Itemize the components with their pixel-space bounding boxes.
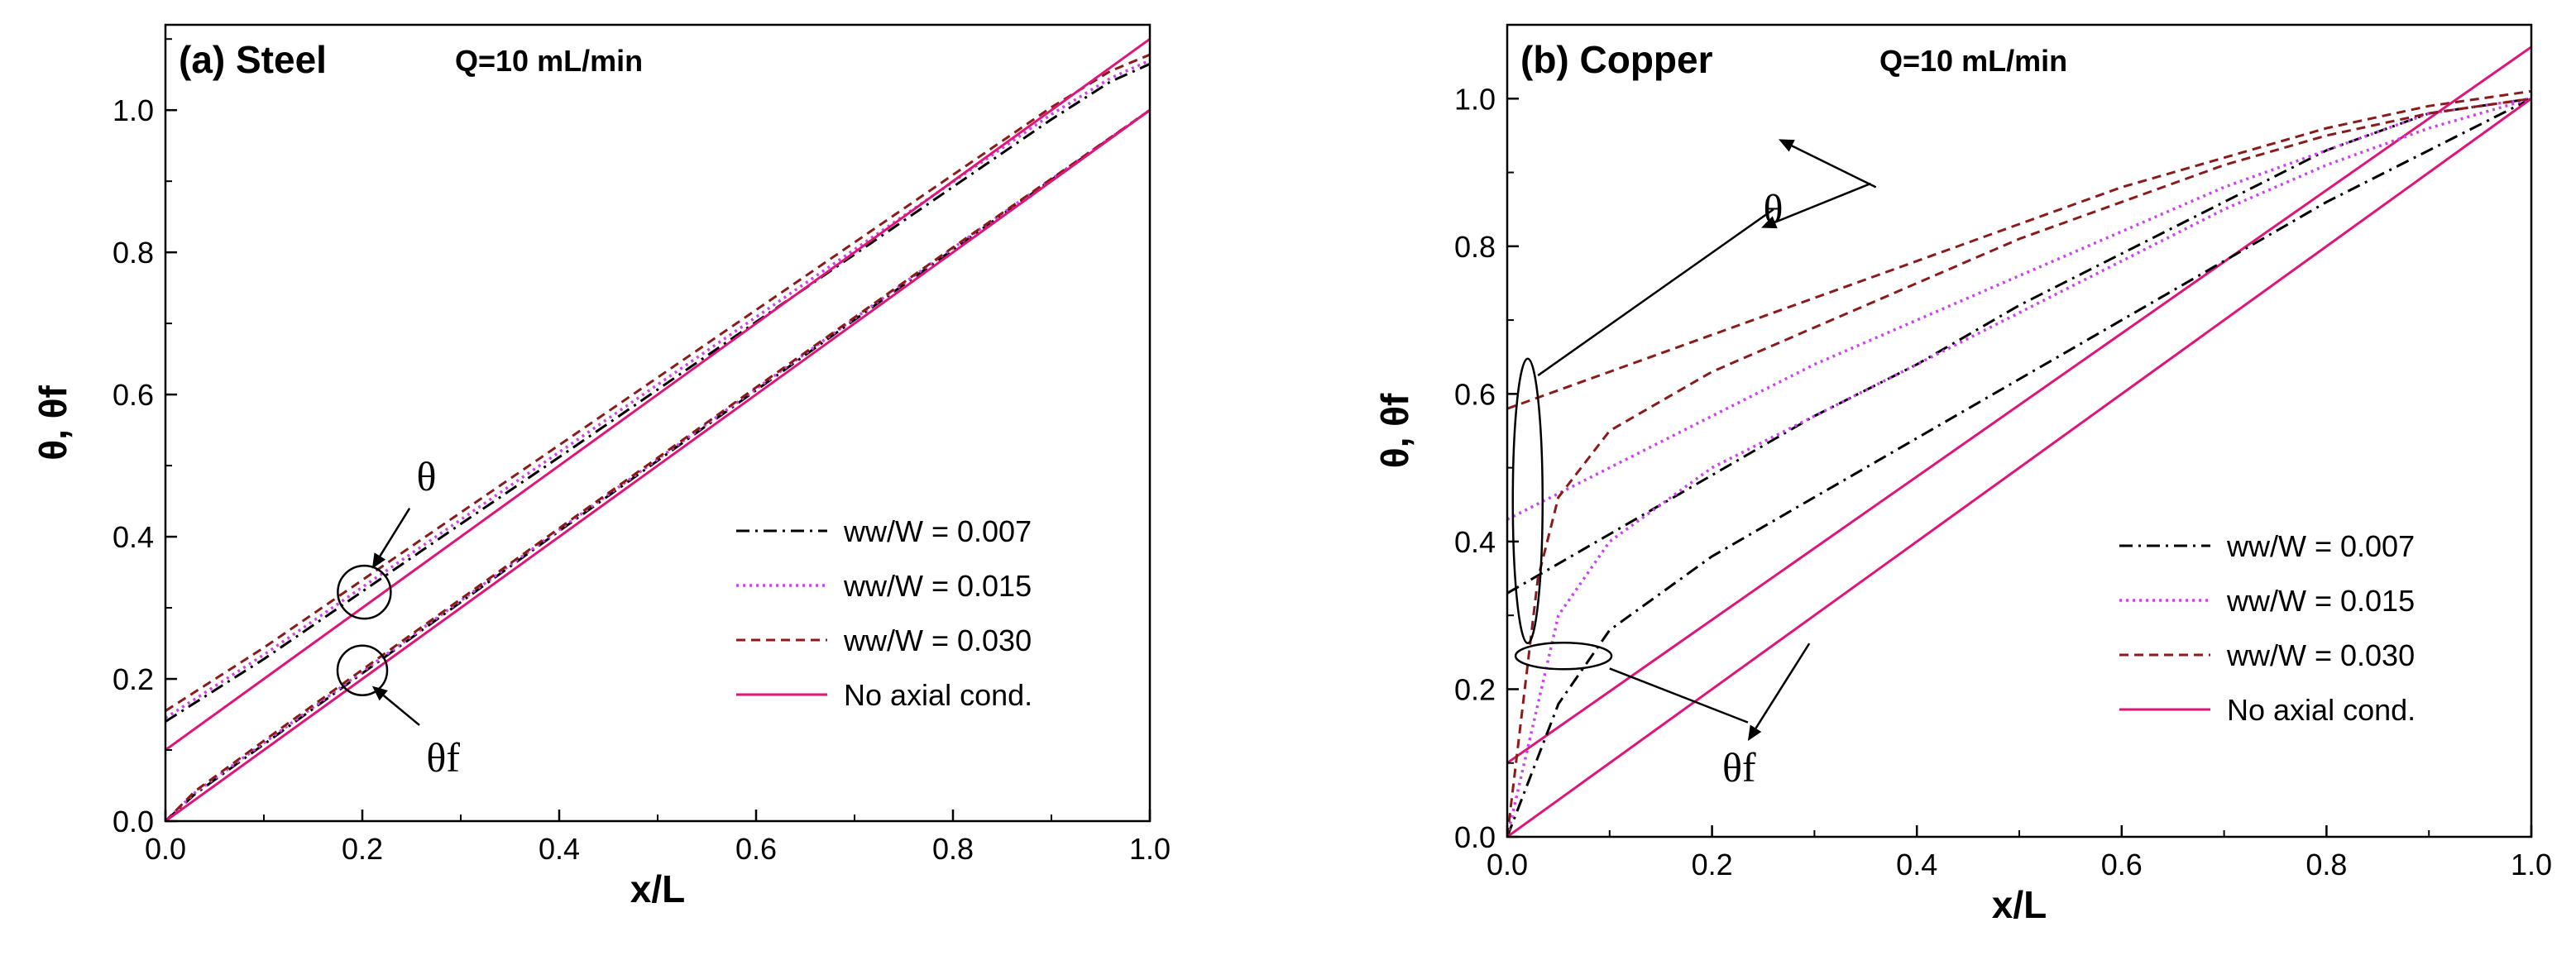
x-tick-label: 0.6 <box>735 832 777 866</box>
series-group <box>165 37 1150 821</box>
theta-f-label: θf <box>426 734 460 781</box>
theta-f-pointer-line <box>1609 667 1749 724</box>
theta-f-ellipse <box>1514 642 1613 671</box>
x-tick-label: 0.0 <box>1487 848 1528 881</box>
x-tick-label: 0.2 <box>1692 848 1733 881</box>
x-tick-label: 1.0 <box>1129 832 1171 866</box>
series-line-theta-noaxial <box>1507 45 2531 764</box>
y-tick-label: 0.0 <box>113 805 154 838</box>
series-group <box>1507 45 2531 837</box>
legend-label: ww/W = 0.007 <box>843 514 1032 548</box>
x-tick-label: 0.6 <box>2101 848 2143 881</box>
x-tick-label: 1.0 <box>2511 848 2552 881</box>
y-axis-label: θ, θf <box>31 385 74 461</box>
theta-label: θ <box>416 453 436 499</box>
panel-b: 0.0 0.2 0.4 0.6 0.8 1.0 0.0 0.2 0.4 0.6 0.8 1.0 x/L θ… <box>1373 23 2552 926</box>
panel-title: (b) Copper <box>1520 38 1713 81</box>
y-tick-label: 0.4 <box>1454 525 1496 559</box>
series-line-theta-s030 <box>165 53 1150 712</box>
annotation-arrow-head <box>371 686 388 701</box>
panel-title: (a) Steel <box>179 38 327 81</box>
theta-f-label: θf <box>1722 744 1756 791</box>
x-axis-label: x/L <box>630 867 685 910</box>
series-line-theta-f-noaxial <box>1507 98 2531 837</box>
series-line-theta-f-s030 <box>1507 97 2531 837</box>
flow-rate-label: Q=10 mL/min <box>455 44 643 78</box>
x-tick-label: 0.8 <box>2305 848 2347 881</box>
annotation-arrow-line <box>379 508 411 557</box>
x-tick-label: 0.4 <box>539 832 580 866</box>
y-tick-label: 0.6 <box>113 378 154 412</box>
panel-a: 0.0 0.2 0.4 0.6 0.8 1.0 0.0 0.2 0.4 0.6 0.8 1.0 x/L θ… <box>31 23 1171 910</box>
x-tick-label: 0.0 <box>145 832 186 866</box>
theta-f-arrow-line <box>1755 643 1811 729</box>
legend-label: ww/W = 0.015 <box>843 569 1032 603</box>
y-tick-label: 0.2 <box>1454 672 1496 706</box>
series-line-theta-f-noaxial <box>165 108 1150 821</box>
theta-arrow-from-line-line <box>1791 145 1877 189</box>
annotation-arrow-line <box>382 695 420 726</box>
theta-ellipse <box>337 564 392 620</box>
legend-label: ww/W = 0.030 <box>2226 638 2415 672</box>
theta-label: θ <box>1764 185 1784 232</box>
y-tick-label: 1.0 <box>113 93 154 127</box>
flow-rate-label: Q=10 mL/min <box>1879 44 2067 78</box>
y-tick-label: 0.4 <box>113 520 154 554</box>
series-line-theta-f-s015 <box>1507 97 2531 837</box>
theta-arrow-from-line-head <box>1779 139 1795 152</box>
legend-label: ww/W = 0.015 <box>2226 584 2415 618</box>
legend-label: No axial cond. <box>844 678 1032 712</box>
theta-f-ellipse <box>336 644 389 696</box>
series-line-theta-s030 <box>1507 89 2531 410</box>
y-tick-label: 1.0 <box>1454 82 1496 116</box>
y-tick-label: 0.2 <box>113 662 154 696</box>
series-line-theta-s007 <box>1507 97 2531 595</box>
y-tick-label: 0.8 <box>1454 230 1496 264</box>
theta-f-arrow-head <box>1747 724 1762 741</box>
theta-ellipse <box>1511 357 1544 645</box>
legend-label: ww/W = 0.007 <box>2226 529 2415 563</box>
x-tick-label: 0.4 <box>1896 848 1937 881</box>
legend-label: ww/W = 0.030 <box>843 623 1032 657</box>
y-axis-label: θ, θf <box>1373 393 1416 468</box>
legend-label: No axial cond. <box>2227 693 2416 727</box>
series-line-theta-f-s015 <box>165 108 1150 821</box>
y-tick-label: 0.0 <box>1454 820 1496 854</box>
y-tick-label: 0.6 <box>1454 377 1496 411</box>
theta-arrow-head <box>1761 216 1778 229</box>
theta-arrow-line <box>1774 182 1871 223</box>
x-axis-label: x/L <box>1992 883 2047 926</box>
annotation-arrow-head <box>371 552 386 569</box>
x-tick-label: 0.8 <box>932 832 974 866</box>
x-tick-label: 0.2 <box>342 832 383 866</box>
series-line-theta-noaxial <box>165 37 1150 752</box>
series-line-theta-s015 <box>1507 97 2531 521</box>
theta-pointer-line <box>1537 208 1774 377</box>
y-tick-label: 0.8 <box>113 236 154 270</box>
